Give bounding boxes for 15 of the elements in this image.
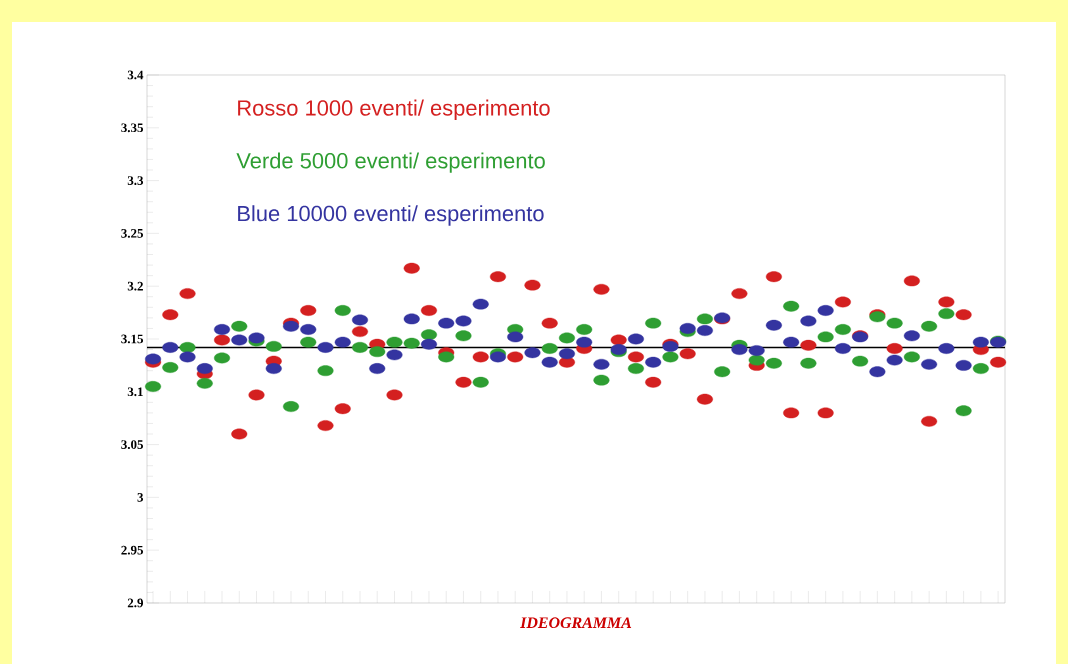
y-tick-label: 2.95 [121, 545, 144, 555]
y-tick-label: 3.25 [121, 229, 144, 238]
y-tick-label: 3.15 [121, 334, 144, 344]
y-tick-label: 3.4 [127, 70, 144, 80]
y-tick-label: 3.3 [127, 176, 144, 185]
text: Verde 5000 eventi/ esperimento [236, 152, 545, 173]
text: Blue 10000 eventi/ esperimento [238, 205, 544, 226]
x-axis-title: IDEOGRAMMA [520, 617, 632, 629]
y-tick-label: 3 [137, 493, 144, 502]
y-tick-label: 3.1 [127, 387, 143, 397]
y-tick-label: 2.9 [127, 598, 144, 608]
y-tick-label: 3.05 [121, 440, 144, 449]
y-tick-label: 3.35 [121, 123, 144, 133]
y-tick-label: 3.2 [127, 281, 143, 291]
text: Rosso 1000 eventi/ esperimento [238, 99, 550, 121]
